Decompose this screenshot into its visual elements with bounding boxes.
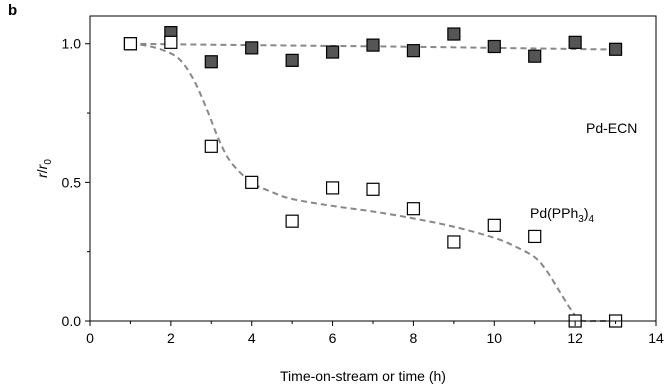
data-point-series-0 [447, 27, 461, 41]
plot-frame [89, 15, 657, 322]
series-label-part: Pd(PPh [530, 205, 578, 221]
y-tick-label: 1.0 [62, 36, 82, 52]
series-label-part: ) [584, 205, 589, 221]
y-axis-title-subscript: 0 [43, 159, 54, 165]
x-axis-title: Time-on-stream or time (h) [280, 368, 446, 384]
series-label-subscript: 3 [578, 214, 584, 225]
series-label-pd-ecn: Pd-ECN [586, 120, 637, 136]
data-point-series-1 [164, 35, 178, 49]
x-tick-label: 14 [648, 330, 664, 346]
data-point-series-1 [366, 182, 380, 196]
data-point-series-1 [528, 229, 542, 244]
data-point-series-0 [608, 42, 623, 56]
data-point-series-1 [285, 214, 299, 228]
x-tick-label: 2 [167, 330, 175, 346]
x-tick-label: 4 [248, 330, 256, 346]
series-label-pd-pph3-4: Pd(PPh3)4 [530, 205, 594, 225]
panel-label: b [8, 2, 18, 19]
x-tick-label: 8 [410, 330, 418, 346]
y-axis-title-r0: r [34, 163, 50, 169]
data-point-series-1 [123, 37, 138, 51]
data-point-series-0 [325, 45, 340, 59]
y-axis-title: r/r0 [34, 159, 54, 178]
x-tick-label: 10 [486, 330, 502, 346]
data-point-series-0 [285, 53, 299, 67]
series-labels: Pd-ECN Pd(PPh3)4 [530, 120, 637, 225]
trend-lines [130, 42, 616, 323]
data-point-series-1 [325, 181, 340, 195]
y-axis-title-r: r [34, 172, 50, 178]
y-axis-title-slash: / [34, 169, 50, 173]
y-tick-label: 0.0 [62, 313, 82, 329]
data-point-series-0 [568, 35, 582, 49]
data-markers [123, 26, 623, 328]
data-point-series-1 [447, 235, 461, 249]
data-point-series-1 [406, 202, 421, 216]
data-point-series-0 [204, 55, 218, 69]
data-point-series-1 [245, 175, 259, 189]
data-point-series-1 [204, 139, 218, 153]
data-point-series-1 [487, 218, 501, 232]
x-tick-label: 12 [567, 330, 583, 346]
data-point-series-0 [245, 41, 259, 55]
data-point-series-0 [406, 44, 421, 58]
y-tick-label: 0.5 [62, 174, 82, 190]
series-label-subscript: 4 [588, 214, 594, 225]
axes: 0 2 4 6 8 10 12 14 0.0 0.5 1.0 Time-on-stream or ti… [34, 15, 664, 384]
x-tick-label: 0 [86, 330, 94, 346]
data-point-series-0 [366, 38, 380, 52]
data-point-series-0 [528, 49, 542, 63]
x-tick-label: 6 [329, 330, 337, 346]
data-point-series-0 [487, 39, 501, 54]
trend-line-series-1 [130, 42, 616, 323]
